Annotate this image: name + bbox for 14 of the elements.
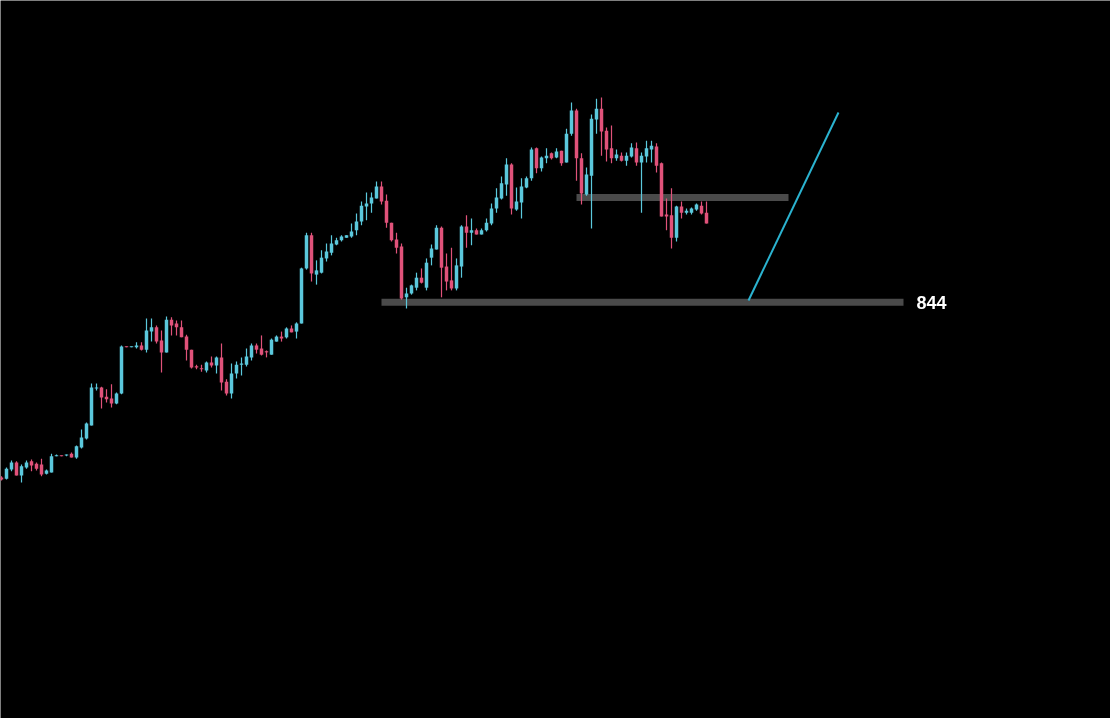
text: 844 <box>916 292 947 313</box>
candlestick <box>404 287 409 310</box>
candlestick <box>144 317 149 353</box>
candlestick <box>429 243 434 266</box>
candlestick <box>469 217 474 246</box>
candlestick <box>19 463 24 484</box>
candlestick <box>314 259 319 286</box>
candlestick <box>654 142 659 174</box>
candlestick <box>514 187 519 212</box>
candlestick <box>154 324 159 345</box>
candlestick <box>634 141 639 167</box>
candlestick <box>329 234 334 256</box>
candlestick <box>464 214 469 249</box>
candlestick <box>149 317 154 343</box>
